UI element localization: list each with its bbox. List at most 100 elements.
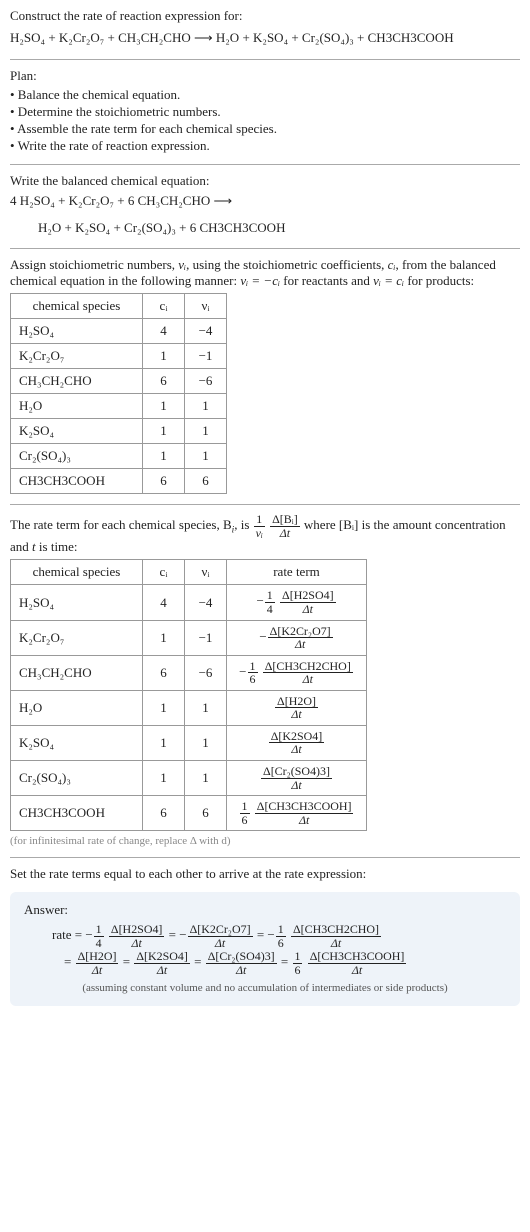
assign-text: for products: <box>404 273 474 288</box>
table-row: CH3CH3COOH6616 Δ[CH3CH3COOH]Δt <box>11 796 367 831</box>
table-row: H₂O11Δ[H2O]Δt <box>11 690 367 725</box>
delta-frac: Δ[CH3CH3COOH]Δt <box>308 950 407 976</box>
answer-note: (assuming constant volume and no accumul… <box>24 982 506 994</box>
set-equal-text: Set the rate terms equal to each other t… <box>10 866 520 882</box>
nui-cell: 1 <box>185 690 227 725</box>
assign-text: Assign stoichiometric numbers, <box>10 257 178 272</box>
species-cell: H₂O <box>11 690 143 725</box>
nui-cell: −4 <box>185 585 227 620</box>
rateterm-cell: −Δ[K2Cr₂O7]Δt <box>227 620 367 655</box>
list-item: • Assemble the rate term for each chemic… <box>10 121 520 137</box>
coef-frac: 16 <box>293 950 303 976</box>
table-row: CH3CH3COOH66 <box>11 469 227 494</box>
rateterm-table: chemical speciescᵢνᵢrate termH₂SO₄4−4−14… <box>10 559 367 831</box>
coef-frac: 14 <box>94 923 104 949</box>
species-cell: Cr₂(SO₄)₃ <box>11 760 143 795</box>
ci-cell: 6 <box>143 469 185 494</box>
lead: = <box>278 954 292 969</box>
intro-equation: H₂SO₄ + K₂Cr₂O₇ + CH₃CH₂CHO ⟶ H₂O + K₂SO… <box>10 28 520 49</box>
table-header: νᵢ <box>185 560 227 585</box>
arrow-icon: ⟶ <box>194 30 216 45</box>
rateterm-cell: Δ[K2SO4]Δt <box>227 725 367 760</box>
frac-1-over-nu: 1νᵢ <box>254 513 265 539</box>
balanced-label: Write the balanced chemical equation: <box>10 173 520 189</box>
nui-cell: 1 <box>185 760 227 795</box>
assign-text: , using the stoichiometric coefficients, <box>186 257 388 272</box>
table-header: rate term <box>227 560 367 585</box>
lead: = <box>64 954 75 969</box>
nui-cell: −6 <box>185 369 227 394</box>
nui-cell: −6 <box>185 655 227 690</box>
list-item: • Balance the chemical equation. <box>10 87 520 103</box>
assign-block: Assign stoichiometric numbers, νᵢ, using… <box>10 257 520 494</box>
answer-equation: rate = −14 Δ[H2SO4]Δt = −Δ[K2Cr₂O7]Δt = … <box>24 922 506 949</box>
table-row: K₂Cr₂O₇1−1 <box>11 344 227 369</box>
assign-text: for reactants and <box>280 273 373 288</box>
ci-cell: 6 <box>143 369 185 394</box>
list-item: • Write the rate of reaction expression. <box>10 138 520 154</box>
stoichiometry-table: chemical speciescᵢνᵢH₂SO₄4−4K₂Cr₂O₇1−1CH… <box>10 293 227 494</box>
ci-cell: 1 <box>143 344 185 369</box>
nui-cell: −4 <box>185 319 227 344</box>
balanced-eq2: H₂O + K₂SO₄ + Cr₂(SO₄)₃ + 6 CH3CH3COOH <box>10 218 520 239</box>
ci-cell: 1 <box>143 394 185 419</box>
divider <box>10 59 520 60</box>
table-row: CH₃CH₂CHO6−6−16 Δ[CH3CH2CHO]Δt <box>11 655 367 690</box>
ci-cell: 1 <box>143 419 185 444</box>
rt-text: , is <box>234 517 252 532</box>
lead: rate = − <box>52 927 93 942</box>
divider <box>10 504 520 505</box>
table-header: chemical species <box>11 294 143 319</box>
nui-cell: −1 <box>185 344 227 369</box>
c-i: cᵢ <box>388 257 396 272</box>
delta-frac: Δ[H2O]Δt <box>76 950 119 976</box>
answer-label: Answer: <box>24 902 506 918</box>
answer-box: Answer: rate = −14 Δ[H2SO4]Δt = −Δ[K2Cr₂… <box>10 892 520 1006</box>
ci-cell: 1 <box>143 760 185 795</box>
rel2: νᵢ = cᵢ <box>373 273 404 288</box>
divider <box>10 857 520 858</box>
plan-label: Plan: <box>10 68 520 84</box>
delta-frac: Δ[Cr₂(SO4)3]Δt <box>206 950 277 976</box>
table-header: chemical species <box>11 560 143 585</box>
rateterm-intro: The rate term for each chemical species,… <box>10 513 520 847</box>
lhs: H₂SO₄ + K₂Cr₂O₇ + CH₃CH₂CHO <box>10 30 191 45</box>
species-cell: H₂SO₄ <box>11 319 143 344</box>
species-cell: CH₃CH₂CHO <box>11 655 143 690</box>
nu-i: νᵢ <box>178 257 186 272</box>
balanced-eq1: 4 H₂SO₄ + K₂Cr₂O₇ + 6 CH₃CH₂CHO ⟶ <box>10 191 520 212</box>
table-row: H₂SO₄4−4 <box>11 319 227 344</box>
table-row: CH₃CH₂CHO6−6 <box>11 369 227 394</box>
rateterm-cell: −16 Δ[CH3CH2CHO]Δt <box>227 655 367 690</box>
ci-cell: 1 <box>143 444 185 469</box>
frac-dB-dt: Δ[Bᵢ]Δt <box>270 513 300 539</box>
ci-cell: 6 <box>143 796 185 831</box>
species-cell: Cr₂(SO₄)₃ <box>11 444 143 469</box>
table-row: Cr₂(SO₄)₃11Δ[Cr₂(SO4)3]Δt <box>11 760 367 795</box>
delta-frac: Δ[K2SO4]Δt <box>134 950 190 976</box>
species-cell: H₂O <box>11 394 143 419</box>
species-cell: H₂SO₄ <box>11 585 143 620</box>
table-row: H₂SO₄4−4−14 Δ[H2SO4]Δt <box>11 585 367 620</box>
table-header: cᵢ <box>143 294 185 319</box>
lead: = − <box>165 927 186 942</box>
list-item: • Determine the stoichiometric numbers. <box>10 104 520 120</box>
rt-text: is time: <box>36 539 78 554</box>
intro-prompt: Construct the rate of reaction expressio… <box>10 8 520 24</box>
rhs: H₂O + K₂SO₄ + Cr₂(SO₄)₃ + CH3CH3COOH <box>216 30 454 45</box>
rt-text: The rate term for each chemical species,… <box>10 517 232 532</box>
balanced-block: Write the balanced chemical equation: 4 … <box>10 173 520 239</box>
lead: = <box>191 954 205 969</box>
plan-list: • Balance the chemical equation. • Deter… <box>10 87 520 154</box>
table-row: K₂SO₄11 <box>11 419 227 444</box>
nui-cell: 6 <box>185 796 227 831</box>
divider <box>10 248 520 249</box>
table-header: νᵢ <box>185 294 227 319</box>
species-cell: CH3CH3COOH <box>11 469 143 494</box>
rateterm-cell: 16 Δ[CH3CH3COOH]Δt <box>227 796 367 831</box>
lead: = − <box>254 927 275 942</box>
nui-cell: 1 <box>185 419 227 444</box>
nui-cell: 6 <box>185 469 227 494</box>
delta-frac: Δ[CH3CH2CHO]Δt <box>291 923 381 949</box>
species-cell: K₂Cr₂O₇ <box>11 344 143 369</box>
